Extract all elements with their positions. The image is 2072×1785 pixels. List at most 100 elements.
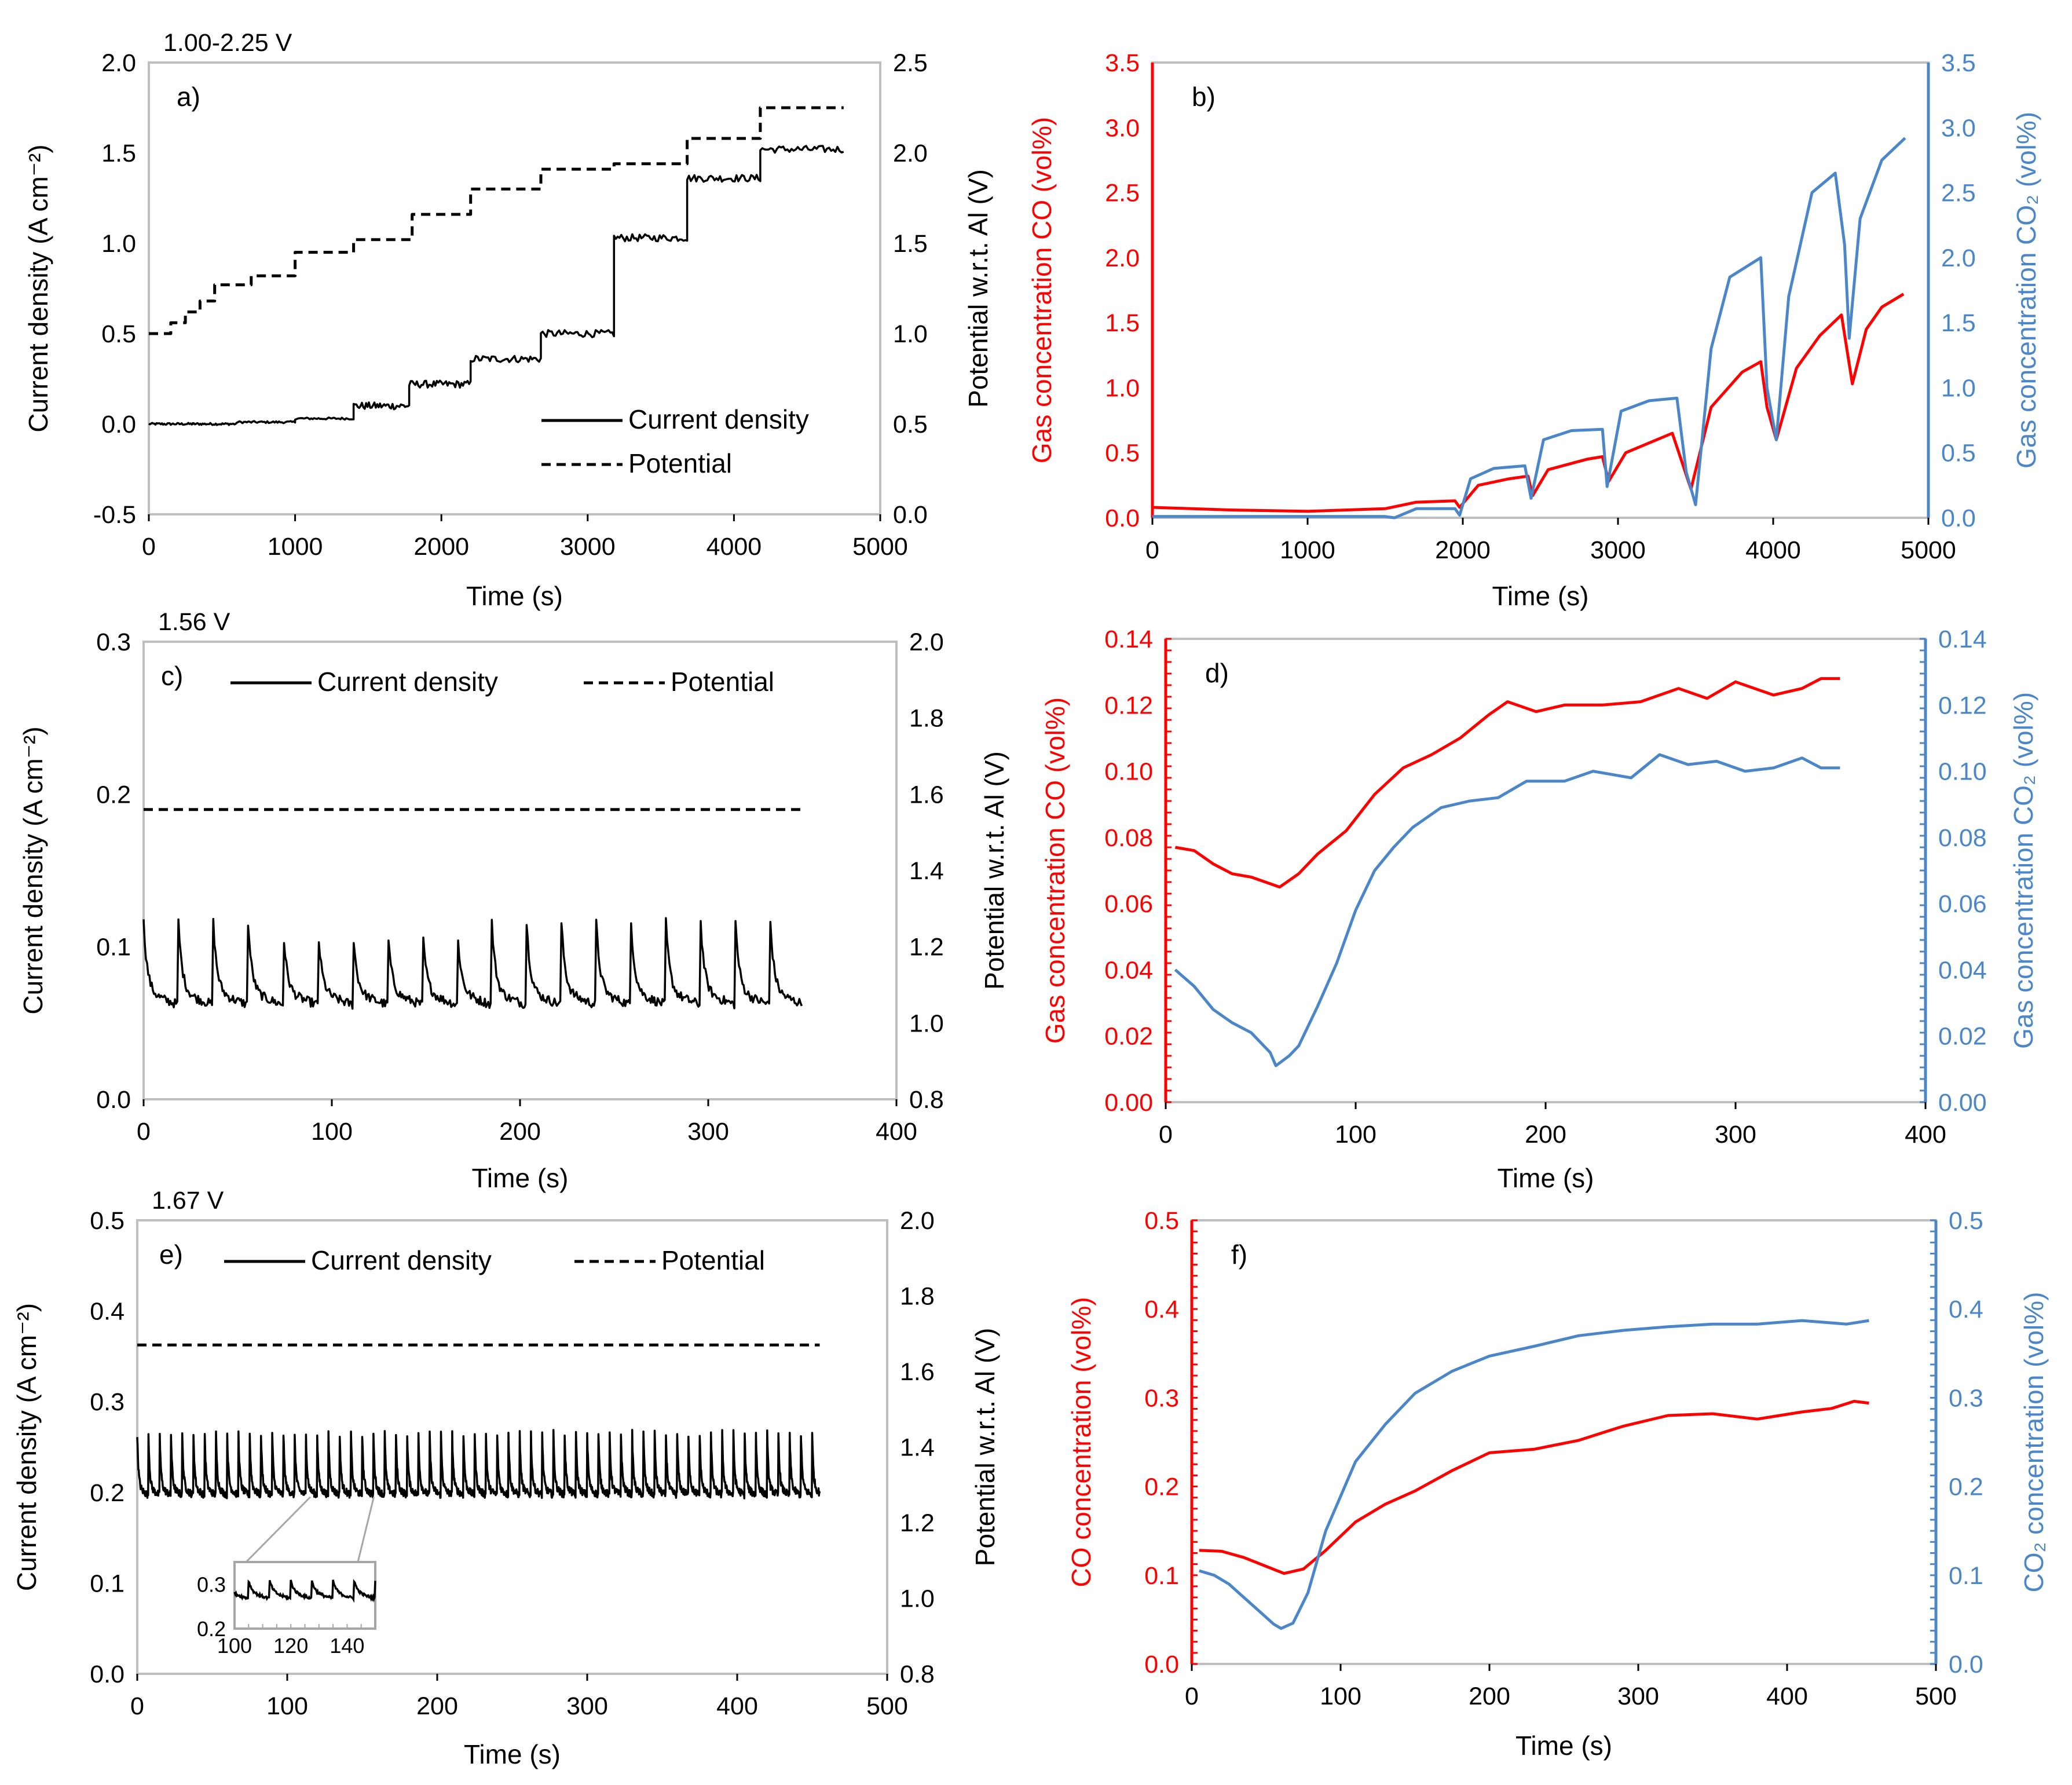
x-axis-label: Time (s) — [1498, 1163, 1594, 1193]
x-tick-label: 300 — [687, 1118, 729, 1146]
y-right-axis-label: Potential w.r.t. Al (V) — [970, 1328, 1000, 1567]
inset-y-tick-label: 0.2 — [197, 1617, 226, 1641]
y-left-axis-label: CO concentration (vol%) — [1066, 1297, 1096, 1587]
y-right-tick-label: 1.5 — [893, 230, 928, 258]
y-left-tick-label: 0.0 — [101, 411, 136, 438]
y-right-tick-label: 0.04 — [1938, 956, 1987, 984]
series-line-current-density — [148, 145, 844, 426]
y-right-tick-label: 0.0 — [1941, 504, 1976, 532]
y-left-tick-label: 0.5 — [101, 320, 136, 348]
y-left-tick-label: 0.04 — [1104, 956, 1153, 984]
y-right-tick-label: 2.0 — [909, 628, 944, 656]
y-left-tick-label: 0.5 — [90, 1207, 125, 1235]
y-right-tick-label: 1.0 — [900, 1585, 935, 1613]
y-right-axis-label: Gas concentration CO₂ (vol%) — [2011, 112, 2041, 469]
y-left-axis-label: Current density (A cm⁻²) — [18, 726, 48, 1014]
y-right-tick-label: 0.8 — [909, 1086, 944, 1114]
y-left-tick-label: 2.0 — [1105, 244, 1140, 272]
y-left-tick-label: 0.10 — [1104, 758, 1153, 786]
y-right-tick-label: 2.5 — [1941, 180, 1976, 207]
x-tick-label: 300 — [566, 1692, 608, 1720]
y-right-tick-label: 3.0 — [1941, 114, 1976, 142]
y-right-tick-label: 0.0 — [1949, 1651, 1983, 1678]
y-right-axis-label: CO₂ concentration (vol%) — [2019, 1292, 2049, 1593]
x-tick-label: 300 — [1617, 1682, 1659, 1710]
y-left-tick-label: 0.2 — [1144, 1473, 1179, 1501]
y-left-axis-label: Current density (A cm⁻²) — [23, 144, 53, 432]
series-line-potential — [149, 106, 844, 335]
y-left-tick-label: 0.08 — [1104, 824, 1153, 852]
y-right-axis-label: Potential w.r.t. Al (V) — [963, 169, 993, 408]
y-left-tick-label: 0.3 — [1144, 1384, 1179, 1412]
x-axis-label: Time (s) — [1492, 581, 1589, 611]
x-tick-label: 3000 — [560, 533, 616, 561]
y-right-tick-label: 1.4 — [909, 857, 944, 885]
voltage-label: 1.67 V — [152, 1187, 224, 1215]
y-left-tick-label: 0.0 — [1105, 504, 1140, 532]
y-right-tick-label: 0.5 — [1941, 440, 1976, 467]
y-left-axis-label: Gas concentration CO (vol%) — [1027, 117, 1057, 463]
inset-x-tick-label: 120 — [273, 1634, 308, 1658]
y-right-tick-label: 1.8 — [909, 705, 944, 733]
y-left-tick-label: 0.1 — [1144, 1562, 1179, 1590]
y-left-tick-label: 0.1 — [90, 1570, 125, 1597]
x-tick-label: 4000 — [1745, 536, 1801, 564]
x-tick-label: 3000 — [1590, 536, 1646, 564]
y-right-tick-label: 0.12 — [1938, 692, 1987, 719]
legend-label: Potential — [671, 667, 774, 697]
series-line-co- — [1174, 753, 1840, 1067]
y-left-tick-label: 0.00 — [1104, 1089, 1153, 1117]
legend-label: Potential — [628, 448, 732, 478]
y-left-tick-label: 0.3 — [96, 628, 131, 656]
panel-e: 0 100 200 300 400 500 0.0 0.1 0.2 0.3 0.4 0.5 0.8 1.0… — [12, 1187, 1000, 1769]
plot-frame — [148, 61, 881, 515]
y-right-tick-label: 1.6 — [900, 1358, 935, 1386]
y-left-tick-label: 0.06 — [1104, 890, 1153, 918]
y-left-tick-label: 0.3 — [90, 1388, 125, 1416]
x-axis-label: Time (s) — [466, 581, 563, 611]
y-left-tick-label: 1.0 — [1105, 374, 1140, 402]
x-tick-label: 0 — [130, 1692, 144, 1720]
y-left-tick-label: 1.5 — [1105, 309, 1140, 337]
x-tick-label: 400 — [1766, 1682, 1808, 1710]
y-left-tick-label: 0.1 — [96, 934, 131, 961]
panel-label: a) — [177, 82, 200, 112]
x-tick-label: 400 — [876, 1118, 917, 1146]
y-left-tick-label: 0.0 — [1144, 1651, 1179, 1678]
x-tick-label: 4000 — [706, 533, 762, 561]
inset-y-tick-label: 0.3 — [197, 1572, 226, 1596]
y-left-tick-label: 0.5 — [1144, 1207, 1179, 1235]
series-line-current-density — [142, 917, 803, 1010]
inset-connector — [245, 1496, 312, 1563]
y-right-tick-label: 2.0 — [900, 1207, 935, 1235]
y-right-tick-label: 0.2 — [1949, 1473, 1983, 1501]
voltage-label: 1.00-2.25 V — [163, 29, 292, 57]
x-axis-label: Time (s) — [472, 1163, 569, 1193]
panel-d: 0 100 200 300 400 0.00 0.02 0.04 0.06 0.08 0.10 0.1… — [1040, 626, 2038, 1193]
y-right-tick-label: 0.5 — [1949, 1207, 1983, 1235]
y-right-tick-label: 1.0 — [909, 1009, 944, 1037]
inset-connector — [357, 1497, 375, 1563]
y-left-tick-label: 2.5 — [1105, 180, 1140, 207]
y-left-tick-label: 0.2 — [90, 1479, 125, 1507]
y-right-axis-label: Potential w.r.t. Al (V) — [979, 751, 1009, 990]
y-right-tick-label: 1.0 — [893, 320, 928, 348]
voltage-label: 1.56 V — [158, 608, 230, 636]
series-line-co- — [1199, 1319, 1869, 1630]
y-right-tick-label: 0.06 — [1938, 890, 1987, 918]
x-tick-label: 200 — [1525, 1121, 1566, 1148]
y-right-tick-label: 1.8 — [900, 1283, 935, 1311]
y-left-tick-label: 0.4 — [90, 1298, 125, 1326]
y-right-tick-label: 2.0 — [893, 140, 928, 167]
x-tick-label: 0 — [137, 1118, 151, 1146]
legend-label: Current density — [317, 667, 498, 697]
y-left-tick-label: 3.5 — [1105, 49, 1140, 77]
legend-label: Current density — [628, 404, 809, 434]
y-left-tick-label: 0.0 — [96, 1086, 131, 1114]
x-tick-label: 100 — [1335, 1121, 1377, 1148]
y-right-tick-label: 3.5 — [1941, 49, 1976, 77]
panel-label: d) — [1205, 658, 1229, 688]
x-tick-label: 5000 — [852, 533, 908, 561]
y-left-tick-label: 1.0 — [101, 230, 136, 258]
x-tick-label: 2000 — [413, 533, 469, 561]
